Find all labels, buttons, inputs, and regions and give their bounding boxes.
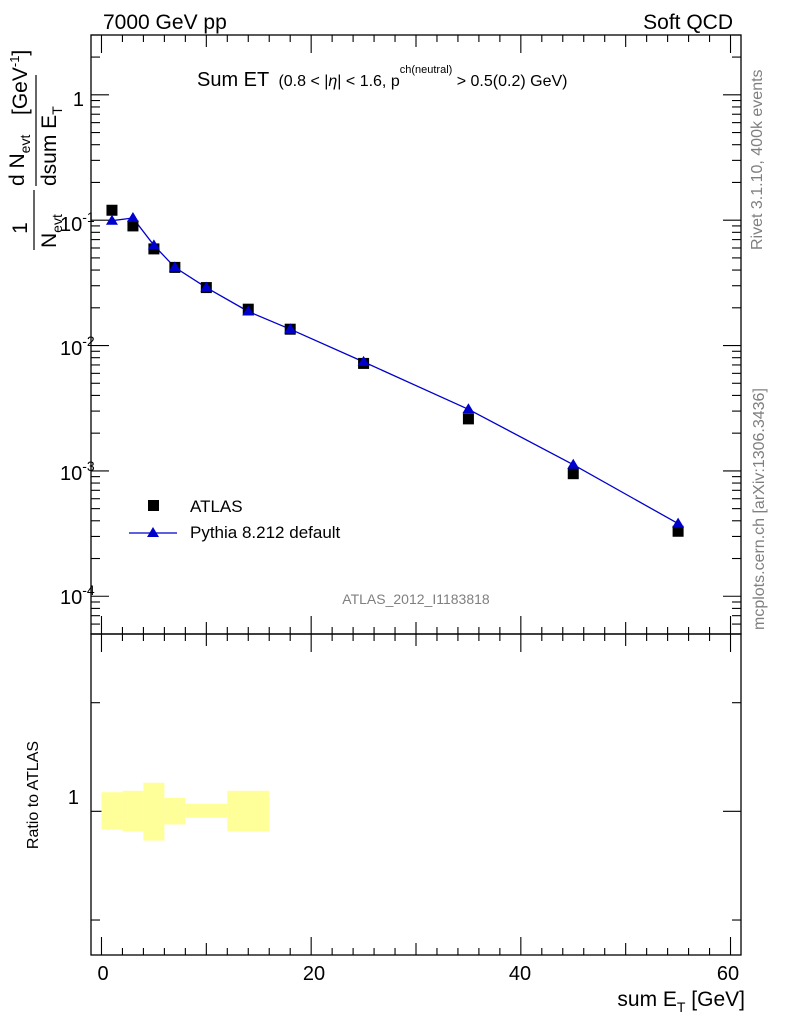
category-label: Soft QCD [643, 11, 733, 34]
legend-mc-label: Pythia 8.212 default [190, 523, 341, 542]
ytick-label-4: 10-4 [60, 582, 95, 609]
legend-data-marker [148, 500, 159, 511]
data-point-8 [462, 413, 474, 425]
ytick-label-1: 10-1 [60, 209, 95, 236]
data-point-1 [127, 220, 139, 232]
ratio-band [101, 782, 270, 841]
mc-point-0 [105, 214, 118, 225]
mc-point-3 [168, 261, 181, 272]
ylabel-dsum: dsum ET [38, 106, 65, 186]
title-cut-c: > 0.5(0.2) GeV) [452, 73, 567, 90]
data-point-0 [106, 204, 118, 216]
ylabel-dn: d Nevt [6, 135, 33, 186]
analysis-label: ATLAS_2012_I1183818 [342, 591, 490, 607]
ylabel-unit: [GeV-1] [7, 50, 32, 115]
ratio-band-bin-2 [143, 782, 165, 841]
mc-point-10 [672, 517, 685, 528]
mc-markers [105, 212, 685, 528]
legend-data-label: ATLAS [190, 497, 243, 516]
ratio-ytick-label: 1 [68, 787, 79, 809]
title-cut-b: | < 1.6, p [337, 73, 400, 90]
ratio-band-bin-0 [101, 792, 123, 830]
mc-series [111, 217, 679, 525]
title-main: Sum ET [197, 69, 269, 91]
mcplots-label: mcplots.cern.ch [arXiv:1306.3436] [751, 388, 768, 630]
ylabel-n: Nevt [38, 214, 65, 248]
legend: ATLAS Pythia 8.212 default [129, 497, 341, 542]
mc-point-1 [126, 212, 139, 223]
mc-line [111, 217, 679, 525]
mc-point-8 [462, 403, 475, 414]
xtick-label-0: 0 [97, 963, 108, 985]
title-sup: ch(neutral) [400, 64, 453, 76]
mc-point-4 [200, 281, 213, 292]
energy-label: 7000 GeV pp [103, 11, 227, 34]
ylabel-one: 1 [9, 222, 32, 234]
ytick-label-0: 1 [73, 89, 84, 111]
xtick-label-3: 60 [717, 963, 739, 985]
ratio-panel-axes [90, 633, 742, 956]
mc-point-7 [357, 355, 370, 366]
x-tick-labels: 0 20 40 60 [97, 963, 739, 985]
main-title: Sum ET (0.8 < |η| < 1.6, pch(neutral) > … [197, 64, 567, 91]
data-series [106, 204, 684, 537]
mc-point-2 [147, 239, 160, 250]
legend-mc-marker [147, 527, 159, 537]
ytick-label-2: 10-2 [60, 333, 95, 360]
xtick-label-2: 40 [509, 963, 531, 985]
main-y-axis-label: 1 Nevt d Nevt dsum ET [GeV-1] [6, 50, 65, 250]
ratio-frame [90, 633, 742, 956]
ytick-label-3: 10-3 [60, 458, 95, 485]
mc-point-6 [284, 323, 297, 334]
ratio-y-axis-label: Ratio to ATLAS [25, 741, 42, 849]
ratio-band-bin-4 [185, 803, 228, 818]
mc-point-9 [567, 458, 580, 469]
main-frame [90, 34, 742, 635]
rivet-label: Rivet 3.1.10, 400k events [749, 69, 766, 250]
main-panel-axes [90, 34, 742, 635]
title-eta: η [328, 73, 337, 90]
x-axis-label: sum ET [GeV] [617, 988, 745, 1015]
ratio-band-bin-1 [122, 790, 144, 832]
data-point-9 [567, 468, 579, 480]
xtick-label-1: 20 [303, 963, 325, 985]
mc-point-5 [242, 305, 255, 316]
ratio-band-bin-3 [164, 797, 186, 825]
main-y-tick-labels: 1 10-1 10-2 10-3 10-4 [60, 89, 95, 609]
ratio-band-bin-5 [227, 790, 270, 832]
title-cut-a: (0.8 < | [278, 73, 328, 90]
data-point-10 [672, 525, 684, 537]
